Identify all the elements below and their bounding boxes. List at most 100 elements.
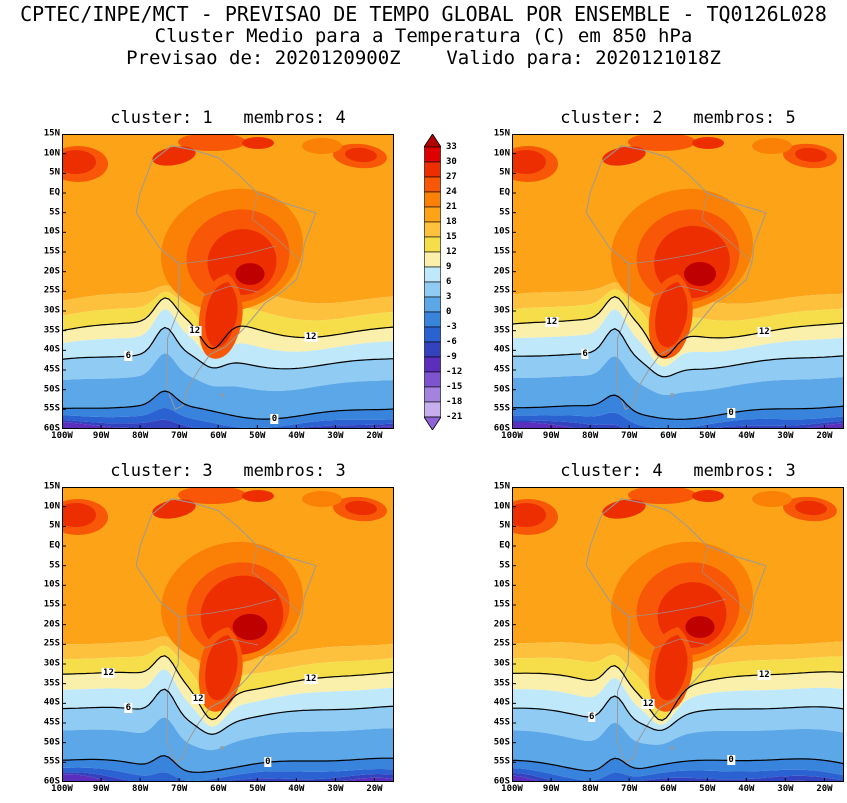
lon-tick-label: 50W bbox=[699, 431, 716, 441]
colorbar-tick-label: 0 bbox=[446, 306, 452, 317]
lat-tick-label: 10S bbox=[43, 579, 60, 590]
lon-tick-label: 70W bbox=[621, 431, 638, 441]
lon-tick-label: 100W bbox=[501, 431, 523, 441]
colorbar-tick-label: -15 bbox=[446, 381, 463, 392]
lat-tick-label: 45S bbox=[43, 364, 60, 375]
lon-tick-label: 30W bbox=[327, 784, 344, 794]
map-cluster-1: 12 12 6 0 bbox=[62, 134, 394, 429]
temperature-map-1 bbox=[62, 134, 394, 429]
lat-tick-label: 40S bbox=[43, 697, 60, 708]
lat-tick-label: 15S bbox=[493, 599, 510, 610]
lat-tick-label: 35S bbox=[493, 678, 510, 689]
lat-tick-label: 5S bbox=[49, 207, 60, 218]
colorbar-tick-label: 3 bbox=[446, 291, 452, 302]
colorbar-tick-label: -12 bbox=[446, 366, 463, 377]
colorbar-tick-label: 33 bbox=[446, 141, 457, 152]
colorbar-tick-label: 24 bbox=[446, 186, 457, 197]
lat-tick-label: 5S bbox=[499, 207, 510, 218]
lon-tick-label: 40W bbox=[288, 431, 305, 441]
colorbar-scale bbox=[423, 133, 442, 431]
lat-tick-label: 40S bbox=[43, 344, 60, 355]
lat-tick-label: 35S bbox=[493, 325, 510, 336]
lon-tick-label: 60W bbox=[660, 784, 677, 794]
lon-tick-label: 100W bbox=[501, 784, 523, 794]
temperature-map-4 bbox=[512, 487, 844, 782]
lat-tick-label: 10S bbox=[493, 226, 510, 237]
lat-tick-label: 15S bbox=[43, 599, 60, 610]
lat-tick-label: 15S bbox=[493, 246, 510, 257]
lat-tick-label: 25S bbox=[493, 285, 510, 296]
lat-tick-label: 30S bbox=[43, 305, 60, 316]
lon-tick-label: 20W bbox=[816, 784, 833, 794]
lat-tick-label: 50S bbox=[43, 384, 60, 395]
lat-tick-label: 15N bbox=[43, 128, 60, 139]
lon-tick-label: 30W bbox=[327, 431, 344, 441]
panel-cluster-3: cluster: 3 membros: 3 15N 10N 5N EQ 5S 10S 15S… bbox=[38, 461, 398, 797]
lon-tick-label: 90W bbox=[92, 431, 110, 441]
lat-tick-label: 40S bbox=[493, 697, 510, 708]
panel-cluster-4: cluster: 4 membros: 3 15N 10N 5N EQ 5S 10S 15S… bbox=[488, 461, 847, 797]
lon-tick-label: 80W bbox=[131, 431, 149, 441]
panel-title-3: cluster: 3 membros: 3 bbox=[110, 461, 346, 481]
lon-tick-label: 60W bbox=[210, 431, 227, 441]
panel-title-4: cluster: 4 membros: 3 bbox=[560, 461, 796, 481]
lat-tick-label: EQ bbox=[499, 540, 510, 551]
lat-tick-label: 55S bbox=[493, 403, 510, 414]
lon-tick-label: 50W bbox=[699, 784, 716, 794]
lat-tick-label: 35S bbox=[43, 678, 60, 689]
colorbar-tick-label: 21 bbox=[446, 201, 457, 212]
lat-tick-label: 15N bbox=[493, 128, 510, 139]
lon-tick-label: 20W bbox=[366, 784, 383, 794]
lat-tick-label: 25S bbox=[43, 285, 60, 296]
lat-tick-label: 45S bbox=[493, 364, 510, 375]
lat-tick-label: 45S bbox=[43, 717, 60, 728]
lon-tick-label: 100W bbox=[51, 431, 73, 441]
colorbar-tick-label: 6 bbox=[446, 276, 452, 287]
colorbar-tick-label: -9 bbox=[446, 351, 457, 362]
lon-tick-label: 60W bbox=[660, 431, 677, 441]
colorbar-tick-label: -21 bbox=[446, 411, 463, 422]
lat-tick-label: 10N bbox=[493, 148, 510, 159]
colorbar-tick-label: 30 bbox=[446, 156, 457, 167]
panel-title-2: cluster: 2 membros: 5 bbox=[560, 108, 796, 128]
colorbar-tick-label: 15 bbox=[446, 231, 457, 242]
lat-tick-label: 20S bbox=[493, 266, 510, 277]
lat-tick-label: 60S bbox=[43, 776, 60, 787]
lon-tick-label: 50W bbox=[249, 431, 266, 441]
lat-tick-label: 10S bbox=[43, 226, 60, 237]
lat-tick-label: 30S bbox=[43, 658, 60, 669]
lat-tick-label: 10N bbox=[43, 148, 60, 159]
lat-tick-label: 5S bbox=[499, 560, 510, 571]
lon-tick-label: 80W bbox=[581, 431, 599, 441]
lat-tick-label: EQ bbox=[49, 540, 60, 551]
lat-tick-label: 35S bbox=[43, 325, 60, 336]
map-cluster-4: 12 12 6 0 bbox=[512, 487, 844, 782]
lat-tick-label: 25S bbox=[43, 638, 60, 649]
lon-tick-label: 20W bbox=[366, 431, 383, 441]
colorbar-tick-label: 9 bbox=[446, 261, 452, 272]
colorbar-tick-label: -3 bbox=[446, 321, 457, 332]
lat-tick-label: EQ bbox=[49, 187, 60, 198]
lat-tick-label: 30S bbox=[493, 305, 510, 316]
lat-tick-label: 15N bbox=[43, 481, 60, 492]
lat-tick-label: 45S bbox=[493, 717, 510, 728]
lon-tick-label: 30W bbox=[777, 431, 794, 441]
lat-tick-label: 60S bbox=[493, 423, 510, 434]
lat-tick-label: 40S bbox=[493, 344, 510, 355]
lat-tick-label: 50S bbox=[43, 737, 60, 748]
panel-title-1: cluster: 1 membros: 4 bbox=[110, 108, 346, 128]
colorbar-tick-label: 27 bbox=[446, 171, 457, 182]
lat-tick-label: 20S bbox=[43, 619, 60, 630]
lat-tick-label: 50S bbox=[493, 737, 510, 748]
lat-tick-label: 20S bbox=[493, 619, 510, 630]
temperature-map-3 bbox=[62, 487, 394, 782]
panel-cluster-1: cluster: 1 membros: 4 15N 10N 5N EQ 5S 10S 15S… bbox=[38, 108, 398, 444]
lat-tick-label: 5N bbox=[499, 167, 510, 178]
lat-tick-label: 25S bbox=[493, 638, 510, 649]
lat-tick-label: 5S bbox=[49, 560, 60, 571]
lat-tick-label: 10N bbox=[43, 501, 60, 512]
lon-tick-label: 80W bbox=[131, 784, 149, 794]
lon-tick-label: 100W bbox=[51, 784, 73, 794]
lon-tick-label: 70W bbox=[171, 431, 188, 441]
